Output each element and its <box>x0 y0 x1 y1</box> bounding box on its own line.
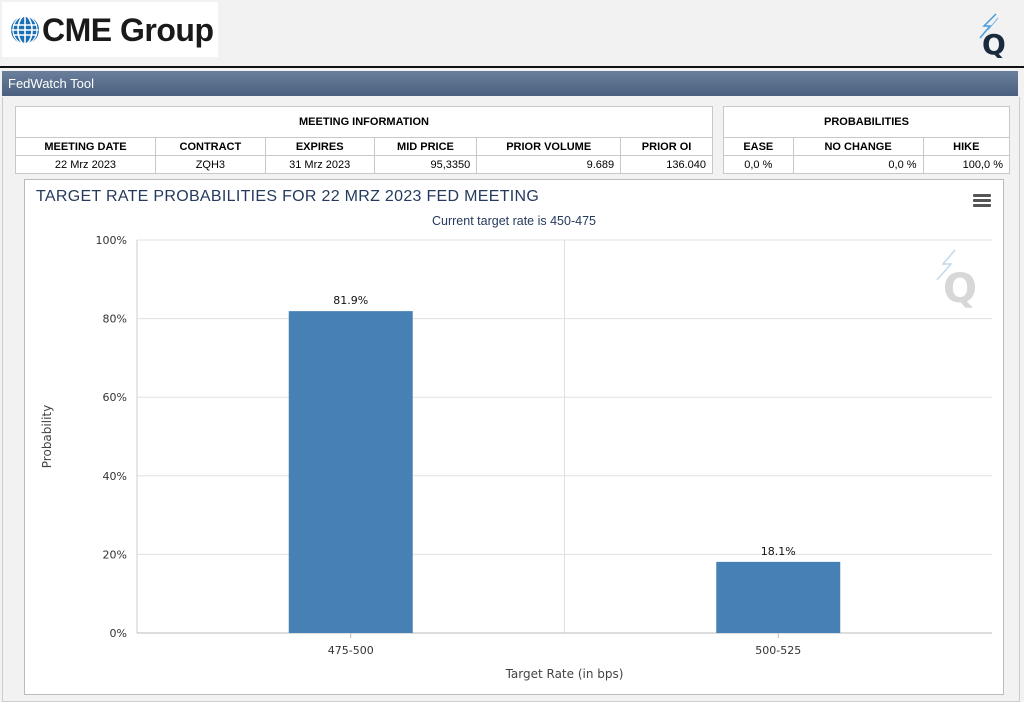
col-header: PRIOR VOLUME <box>476 137 622 156</box>
no-change-cell: 0,0 % <box>792 155 924 174</box>
y-axis-title: Probability <box>40 405 54 468</box>
hamburger-menu-icon[interactable] <box>973 194 991 208</box>
y-tick-label: 100% <box>96 234 127 247</box>
q-icon: Q <box>979 13 1006 58</box>
y-tick-label: 80% <box>103 313 127 326</box>
col-header: MEETING DATE <box>15 137 156 156</box>
y-tick-label: 0% <box>110 627 127 640</box>
bar-chart: 0% 20% 40% 60% 80% 100% 81.9% 475-500 18.1% 500-5… <box>40 234 992 681</box>
chart-subtitle: Current target rate is 450-475 <box>432 214 596 228</box>
mid-price-cell: 95,3350 <box>373 155 478 174</box>
table-row: 22 Mrz 2023 ZQH3 31 Mrz 2023 95,3350 9.6… <box>15 155 713 174</box>
bar <box>288 311 413 633</box>
main-content: MEETING INFORMATION MEETING DATE CONTRAC… <box>2 97 1020 702</box>
probabilities-header-row: EASE NO CHANGE HIKE <box>723 137 1011 156</box>
meeting-info-header-row: MEETING DATE CONTRACT EXPIRES MID PRICE … <box>15 137 713 156</box>
chart-title: TARGET RATE PROBABILITIES FOR 22 MRZ 202… <box>36 188 540 205</box>
meeting-info-table: MEETING INFORMATION MEETING DATE CONTRAC… <box>15 106 713 174</box>
col-header: NO CHANGE <box>792 137 924 156</box>
contract-cell: ZQH3 <box>154 155 266 174</box>
col-header: PRIOR OI <box>620 137 713 156</box>
y-tick-label: 40% <box>103 470 127 483</box>
logo-text: CME Group <box>42 12 214 48</box>
prior-oi-cell: 136.040 <box>620 155 713 174</box>
col-header: EXPIRES <box>264 137 375 156</box>
x-tick-label: 500-525 <box>755 644 801 657</box>
app-header: CME Group Q <box>0 0 1024 68</box>
probabilities-title: PROBABILITIES <box>723 106 1010 138</box>
tool-title-bar: FedWatch Tool <box>2 71 1018 96</box>
cme-logo[interactable]: CME Group <box>2 2 218 57</box>
data-label: 81.9% <box>333 294 368 307</box>
meeting-date-cell: 22 Mrz 2023 <box>15 155 156 174</box>
chart-panel: TARGET RATE PROBABILITIES FOR 22 MRZ 202… <box>24 179 1004 695</box>
meeting-info-title: MEETING INFORMATION <box>15 106 713 138</box>
col-header: EASE <box>723 137 794 156</box>
q-watermark-icon: Q <box>936 249 977 312</box>
bar <box>716 561 841 633</box>
ease-cell: 0,0 % <box>723 155 794 174</box>
col-header: HIKE <box>922 137 1011 156</box>
expires-cell: 31 Mrz 2023 <box>264 155 375 174</box>
probabilities-table: PROBABILITIES EASE NO CHANGE HIKE 0,0 % … <box>723 106 1011 174</box>
prior-volume-cell: 9.689 <box>476 155 622 174</box>
y-tick-label: 20% <box>103 548 127 561</box>
data-label: 18.1% <box>761 545 796 558</box>
tool-title: FedWatch Tool <box>8 76 94 91</box>
svg-text:Q: Q <box>982 28 1006 58</box>
svg-text:Q: Q <box>943 266 977 312</box>
col-header: CONTRACT <box>154 137 266 156</box>
table-row: 0,0 % 0,0 % 100,0 % <box>723 155 1011 174</box>
x-tick-label: 475-500 <box>328 644 374 657</box>
globe-icon <box>11 15 39 45</box>
hike-cell: 100,0 % <box>922 155 1011 174</box>
x-axis-title: Target Rate (in bps) <box>505 667 624 681</box>
col-header: MID PRICE <box>373 137 478 156</box>
y-tick-label: 60% <box>103 391 127 404</box>
